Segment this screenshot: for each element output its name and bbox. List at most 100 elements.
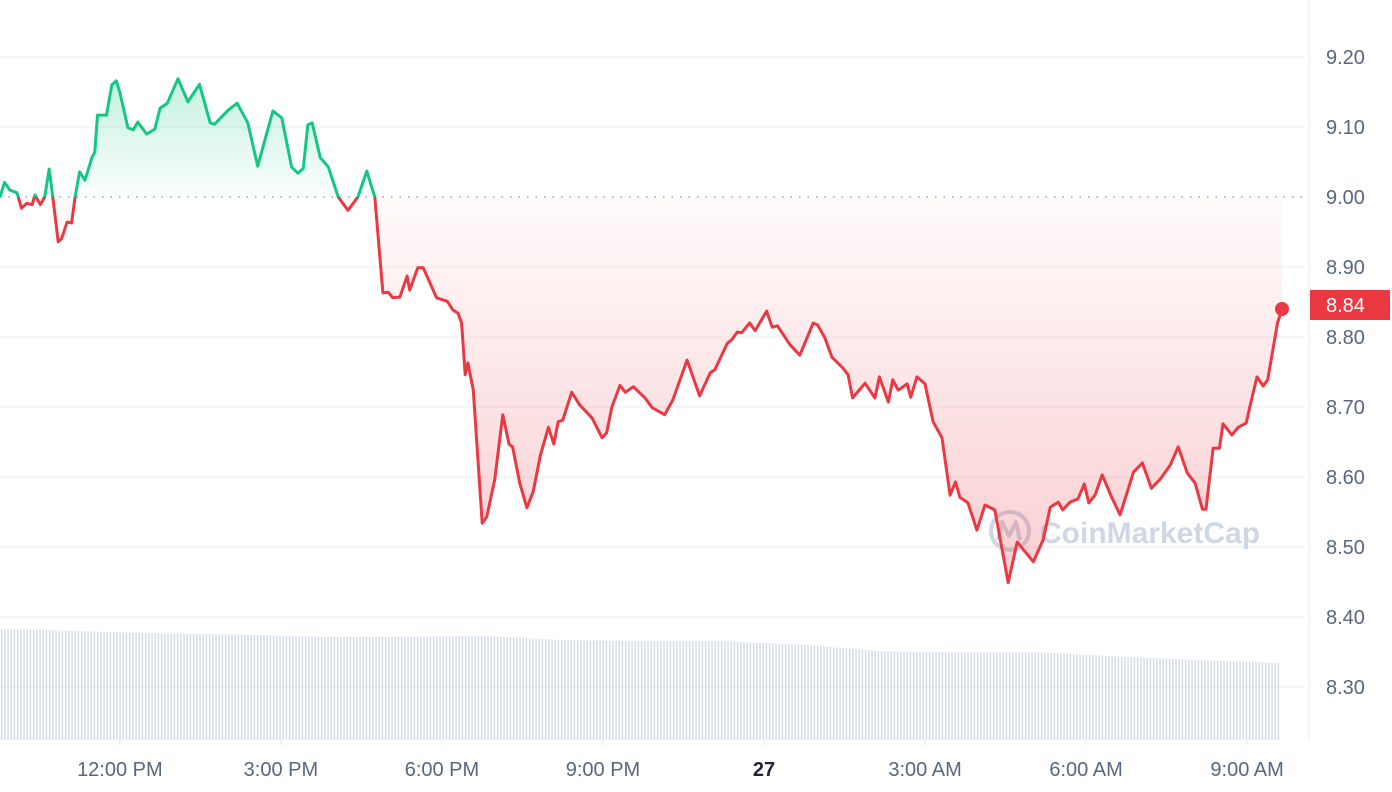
area-fill-below-reference (0, 197, 1282, 583)
volume-bar (714, 641, 716, 740)
volume-bar (1277, 663, 1280, 740)
volume-bar (970, 652, 972, 740)
x-tick-label: 6:00 AM (1049, 759, 1122, 781)
volume-bar (605, 640, 608, 740)
volume-bar (669, 641, 672, 740)
volume-bar (692, 641, 694, 740)
volume-bar (314, 636, 316, 740)
volume-bar (1188, 659, 1190, 740)
volume-bar (1050, 652, 1052, 740)
volume-bar (513, 637, 515, 740)
volume-bar (1172, 658, 1174, 740)
volume-bar (477, 635, 480, 740)
volume-bar (746, 642, 748, 740)
volume-bar (1207, 660, 1209, 740)
volume-bar (247, 634, 249, 740)
volume-bar (689, 641, 691, 740)
volume-bar (730, 641, 732, 740)
volume-bar (1095, 655, 1097, 740)
volume-bar (849, 648, 851, 740)
volume-bar (820, 646, 822, 740)
volume-bar (932, 651, 934, 740)
volume-bar (173, 633, 176, 740)
current-price-dot[interactable] (1275, 302, 1289, 316)
volume-bar (1258, 662, 1260, 740)
volume-bar (106, 632, 108, 740)
volume-bar (673, 641, 675, 740)
volume-bar (423, 636, 425, 740)
volume-bar (292, 636, 294, 740)
volume-bar (445, 636, 448, 740)
volume-bar (522, 638, 524, 740)
volume-bar (733, 641, 736, 740)
volume-bar (973, 652, 976, 740)
volume-bar (865, 649, 867, 740)
volume-bar (301, 636, 304, 740)
volume-bar (1098, 655, 1100, 740)
volume-bar (359, 636, 361, 740)
volume-bar (1137, 657, 1139, 740)
volume-bar (621, 641, 624, 740)
volume-bar (1047, 652, 1049, 740)
volume-bar (1076, 654, 1078, 740)
watermark-text: CoinMarketCap (1040, 517, 1260, 550)
volume-bar (813, 645, 816, 740)
volume-bar (1009, 652, 1011, 740)
volume-bar (922, 651, 924, 740)
volume-bar (1025, 652, 1027, 740)
volume-bar (551, 639, 553, 740)
volume-bar (1197, 659, 1200, 740)
volume-bar (397, 636, 400, 740)
volume-bar (1252, 662, 1254, 740)
volume-bar (103, 631, 105, 740)
volume-bar (1101, 655, 1104, 740)
volume-bar (625, 641, 627, 740)
volume-bar (593, 640, 595, 740)
volume-bar (141, 632, 144, 740)
volume-bar (497, 636, 499, 740)
volume-bar (1249, 662, 1251, 740)
volume-bar (244, 634, 246, 740)
volume-bar (682, 641, 684, 740)
volume-bar (394, 636, 396, 740)
volume-bar (1217, 660, 1219, 740)
volume-bar (695, 641, 697, 740)
volume-bar (391, 636, 393, 740)
volume-bar (525, 638, 528, 740)
volume-bar (1034, 652, 1036, 740)
volume-bar (1117, 656, 1120, 740)
volume-bar (1079, 654, 1081, 740)
volume-bar (1201, 660, 1203, 740)
volume-bar (1130, 657, 1132, 740)
volume-bar (1133, 657, 1136, 740)
volume-bar (1255, 662, 1257, 740)
volume-bar (516, 637, 518, 740)
volume-bar (100, 631, 102, 740)
volume-bar (378, 636, 380, 740)
volume-bar (701, 641, 704, 740)
volume-bar (4, 629, 6, 740)
volume-bar (775, 643, 777, 740)
volume-bar (29, 629, 32, 740)
volume-bar (945, 652, 947, 740)
volume-bar (1018, 652, 1020, 740)
volume-bar (375, 636, 377, 740)
volume-bar (17, 629, 19, 740)
volume-bar (282, 635, 284, 740)
volume-bar (442, 636, 444, 740)
volume-bar (468, 635, 470, 740)
volume-bar (634, 641, 636, 740)
volume-bar (317, 636, 320, 740)
volume-bar (884, 651, 886, 740)
volume-bar (778, 643, 780, 740)
volume-bar (346, 636, 348, 740)
volume-bar (417, 636, 419, 740)
volume-bar (481, 635, 483, 740)
volume-bar (1265, 662, 1267, 740)
volume-bar (487, 636, 489, 740)
volume-bar (157, 633, 160, 740)
y-tick-label: 8.50 (1326, 537, 1365, 559)
volume-bar (202, 634, 204, 740)
volume-bar (365, 636, 368, 740)
